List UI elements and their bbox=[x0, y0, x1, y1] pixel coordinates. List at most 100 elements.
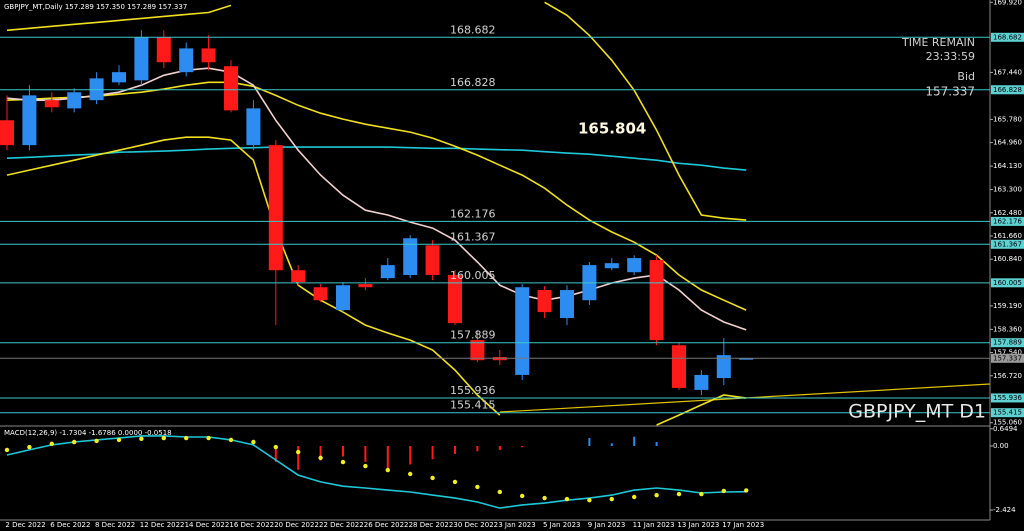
macd-line bbox=[6, 435, 747, 509]
signal-dot bbox=[520, 493, 525, 499]
signal-dot bbox=[609, 496, 614, 502]
level-tag bbox=[991, 32, 1024, 42]
candle-body bbox=[179, 48, 194, 73]
level-label: 155.415 bbox=[450, 399, 496, 412]
candle-body bbox=[448, 275, 462, 324]
y-tick-label: 155.060 bbox=[993, 419, 1022, 427]
candle-body bbox=[291, 270, 306, 283]
indicator-line bbox=[6, 136, 501, 416]
level-label: 168.682 bbox=[450, 23, 496, 36]
x-tick-label: 22 Dec 2022 bbox=[319, 521, 364, 529]
y-tick-label: 165.780 bbox=[993, 115, 1022, 123]
indicator-line bbox=[544, 1, 747, 221]
level-tag bbox=[991, 278, 1024, 288]
y-tick-label: 163.300 bbox=[993, 186, 1022, 194]
time-remain-label: TIME REMAIN bbox=[901, 36, 975, 49]
candle-body bbox=[134, 37, 149, 81]
x-tick-label: 8 Dec 2022 bbox=[95, 521, 135, 529]
time-remain: 23:33:59 bbox=[926, 50, 975, 63]
signal-dot bbox=[273, 444, 278, 450]
bid-label: Bid bbox=[957, 70, 975, 83]
signal-dot bbox=[49, 441, 54, 447]
candle-body bbox=[201, 48, 216, 63]
level-tag bbox=[991, 216, 1024, 226]
candle-body bbox=[336, 285, 350, 311]
signal-dot bbox=[4, 447, 10, 453]
level-tag bbox=[991, 393, 1024, 403]
y-tick-label: 158.360 bbox=[993, 325, 1022, 333]
signal-dot bbox=[744, 488, 749, 493]
candle-body bbox=[268, 145, 283, 271]
signal-dot bbox=[408, 471, 413, 477]
candle-body bbox=[358, 284, 373, 288]
candle-body bbox=[672, 345, 686, 388]
signal-dot bbox=[228, 437, 234, 443]
signal-dot bbox=[721, 488, 726, 494]
annotation: 165.804 bbox=[578, 120, 646, 138]
x-tick-label: 5 Jan 2023 bbox=[543, 521, 581, 529]
candle-body bbox=[67, 92, 82, 109]
x-tick-label: 6 Dec 2022 bbox=[50, 521, 90, 529]
level-label: 166.828 bbox=[450, 76, 496, 89]
x-tick-label: 9 Jan 2023 bbox=[588, 521, 626, 529]
signal-dot bbox=[184, 435, 189, 441]
bid-tag-label: 157.337 bbox=[993, 354, 1022, 362]
level-tag-label: 155.936 bbox=[993, 394, 1022, 402]
candle-body bbox=[739, 358, 754, 360]
level-tag bbox=[991, 239, 1024, 249]
y-tick-label: 0.6494 bbox=[993, 425, 1018, 433]
candle-body bbox=[403, 238, 418, 276]
candle-body bbox=[380, 265, 395, 279]
level-tag bbox=[991, 85, 1024, 95]
candle-body bbox=[22, 95, 37, 146]
signal-dot bbox=[363, 463, 368, 469]
level-label: 155.936 bbox=[450, 384, 496, 397]
y-tick-label: 162.480 bbox=[993, 209, 1022, 217]
y-tick-label: 156.720 bbox=[993, 372, 1022, 380]
x-tick-label: 3 Jan 2023 bbox=[498, 521, 536, 529]
x-tick-label: 16 Dec 2022 bbox=[229, 521, 274, 529]
watermark: GBPJPY_MT D1 bbox=[848, 401, 986, 423]
candle-body bbox=[560, 290, 574, 319]
chart-title: GBPJPY_MT,Daily 157.289 157.350 157.289 … bbox=[4, 3, 187, 11]
signal-dot bbox=[654, 492, 659, 498]
candle-body bbox=[0, 120, 14, 146]
candle-body bbox=[649, 260, 664, 341]
candle-body bbox=[156, 37, 171, 63]
candle-body bbox=[515, 287, 530, 375]
signal-dot bbox=[676, 491, 682, 497]
signal-dot bbox=[385, 467, 390, 473]
x-tick-label: 12 Dec 2022 bbox=[140, 521, 185, 529]
signal-dot bbox=[161, 435, 166, 441]
indicator-line bbox=[6, 4, 232, 32]
candle-body bbox=[604, 263, 619, 269]
x-tick-label: 20 Dec 2022 bbox=[274, 521, 319, 529]
candle-body bbox=[425, 245, 440, 276]
indicator-line bbox=[6, 81, 747, 311]
level-tag-label: 168.682 bbox=[993, 33, 1022, 41]
x-tick-label: 11 Jan 2023 bbox=[633, 521, 675, 529]
level-tag-label: 160.005 bbox=[993, 279, 1022, 287]
y-tick-label: -2.424 bbox=[993, 506, 1016, 514]
candle-body bbox=[246, 108, 261, 146]
indicator-line bbox=[6, 146, 747, 171]
signal-dot bbox=[475, 484, 480, 490]
signal-dot bbox=[116, 437, 122, 443]
level-tag-label: 162.176 bbox=[993, 217, 1022, 225]
level-tag-label: 157.889 bbox=[993, 339, 1022, 347]
signal-dot bbox=[206, 435, 211, 441]
y-tick-label: 161.660 bbox=[993, 232, 1022, 240]
candle-body bbox=[224, 66, 238, 111]
x-tick-label: 28 Dec 2022 bbox=[409, 521, 454, 529]
y-tick-label: 164.960 bbox=[993, 139, 1022, 147]
signal-dot bbox=[340, 459, 346, 465]
candle-body bbox=[694, 374, 709, 390]
level-tag-label: 161.367 bbox=[993, 240, 1022, 248]
bid-value: 157.337 bbox=[925, 85, 975, 99]
x-tick-label: 26 Dec 2022 bbox=[364, 521, 409, 529]
x-tick-label: 17 Jan 2023 bbox=[722, 521, 764, 529]
indicator-line bbox=[656, 394, 747, 426]
level-tag bbox=[991, 408, 1024, 418]
candle-body bbox=[313, 287, 328, 301]
